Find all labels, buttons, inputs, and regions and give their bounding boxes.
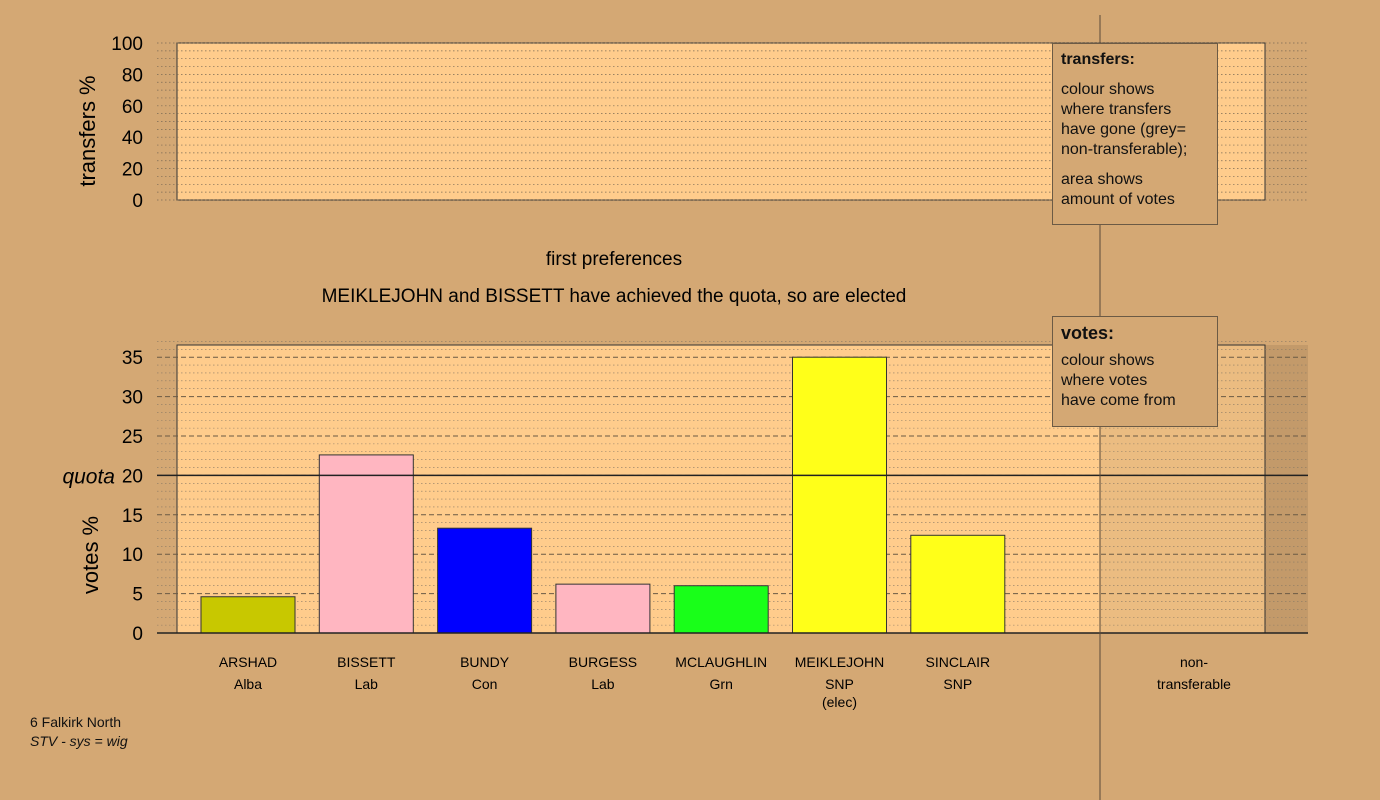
election-message: MEIKLEJOHN and BISSETT have achieved the… xyxy=(322,286,907,307)
transfers-legend-text2: area shows amount of votes xyxy=(1061,171,1175,208)
transfers-y-tick-label: 40 xyxy=(122,128,143,149)
candidate-party: Con xyxy=(472,676,498,692)
vote-bar xyxy=(318,454,414,634)
votes-y-axis-label: votes % xyxy=(78,516,103,594)
nontransferable-label-line2: transferable xyxy=(1157,676,1231,692)
candidate-name: BURGESS xyxy=(569,654,637,670)
vote-bar xyxy=(910,534,1006,634)
transfers-legend-title: transfers: xyxy=(1061,51,1135,68)
transfers-y-tick-label: 100 xyxy=(111,34,143,55)
transfers-y-tick-label: 80 xyxy=(122,65,143,86)
transfers-y-ticks: 0 20 40 60 80 100 xyxy=(111,34,143,212)
votes-y-tick-label: 20 xyxy=(122,466,143,487)
transfers-y-tick-label: 0 xyxy=(132,191,143,212)
transfers-y-tick-label: 60 xyxy=(122,97,143,118)
quota-label: quota xyxy=(62,465,115,488)
vote-bar xyxy=(792,356,887,634)
transfers-y-tick-label: 20 xyxy=(122,160,143,181)
candidate-party: Lab xyxy=(355,676,379,692)
nontransferable-label-line1: non- xyxy=(1180,654,1208,670)
candidate-party: Grn xyxy=(710,676,733,692)
votes-legend-text: colour shows where votes have come from xyxy=(1061,352,1176,409)
transfers-legend: transfers: colour shows where transfers … xyxy=(1052,43,1218,225)
candidate-party: SNP xyxy=(825,676,854,692)
votes-y-ticks: 0 5 10 15 20 25 30 35 xyxy=(122,348,143,645)
votes-y-tick-label: 25 xyxy=(122,427,143,448)
candidate-name: SINCLAIR xyxy=(926,654,991,670)
transfers-y-axis-label: transfers % xyxy=(75,75,100,186)
candidate-name: BISSETT xyxy=(337,654,396,670)
footer: 6 Falkirk North STV - sys = wig xyxy=(30,713,128,751)
candidate-name: BUNDY xyxy=(460,654,510,670)
vote-bar xyxy=(673,585,769,634)
candidate-labels: ARSHAD Alba BISSETT Lab BUNDY Con BURGESS Lab MC… xyxy=(219,654,990,710)
candidate-name: MCLAUGHLIN xyxy=(675,654,767,670)
vote-bar xyxy=(200,596,296,634)
stage-heading: first preferences xyxy=(546,249,682,270)
system-label: STV - sys = wig xyxy=(30,733,128,749)
vote-bars xyxy=(200,356,1006,634)
votes-y-tick-label: 15 xyxy=(122,506,143,527)
votes-y-tick-label: 5 xyxy=(132,585,143,606)
candidate-note: (elec) xyxy=(822,694,857,710)
votes-y-tick-label: 10 xyxy=(122,545,143,566)
candidate-name: ARSHAD xyxy=(219,654,277,670)
vote-bar xyxy=(555,583,651,634)
votes-legend: votes: colour shows where votes have com… xyxy=(1052,316,1218,427)
transfers-legend-text1: colour shows where transfers have gone (… xyxy=(1061,81,1188,158)
votes-y-tick-label: 35 xyxy=(122,348,143,369)
constituency-label: 6 Falkirk North xyxy=(30,714,122,730)
votes-y-tick-label: 0 xyxy=(132,624,143,645)
candidate-party: SNP xyxy=(943,676,972,692)
candidate-party: Alba xyxy=(234,676,262,692)
vote-bar xyxy=(437,527,533,634)
candidate-name: MEIKLEJOHN xyxy=(795,654,884,670)
candidate-party: Lab xyxy=(591,676,615,692)
votes-y-tick-label: 30 xyxy=(122,388,143,409)
votes-legend-title: votes: xyxy=(1061,323,1115,343)
